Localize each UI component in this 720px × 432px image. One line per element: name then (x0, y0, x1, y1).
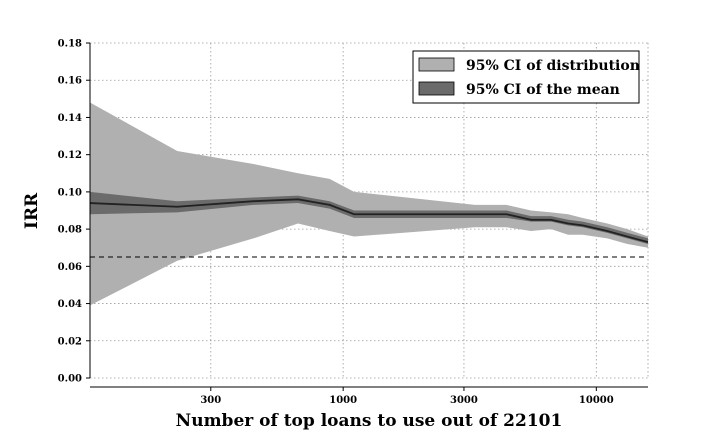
band-mean-ci (90, 191, 648, 244)
x-tick-label: 300 (200, 395, 221, 406)
y-tick-label: 0.14 (58, 113, 82, 124)
y-tick-label: 0.00 (58, 374, 82, 385)
legend-swatch-distribution (418, 57, 455, 72)
y-tick-label: 0.18 (58, 39, 82, 50)
y-tick-label: 0.12 (58, 150, 82, 161)
y-tick-label: 0.08 (58, 225, 82, 236)
x-tick-label: 1000 (329, 395, 357, 406)
y-tick-labels: 0.00 0.02 0.04 0.06 0.08 0.10 0.12 0.14 0.16 0.18 (58, 39, 90, 385)
mean-line (89, 198, 649, 244)
y-tick-label: 0.10 (58, 187, 82, 198)
y-tick-label: 0.06 (58, 262, 82, 273)
mean-irr-line (89, 198, 649, 244)
legend-swatch-mean (418, 81, 455, 96)
band-distribution-ci (90, 102, 648, 306)
x-tick-label: 10000 (579, 395, 614, 406)
legend-label-mean: 95% CI of the mean (466, 82, 620, 98)
y-axis-label: IRR (22, 192, 42, 229)
x-tick-label: 3000 (450, 395, 478, 406)
x-tick-labels: 300 1000 3000 10000 (200, 387, 614, 406)
y-tick-label: 0.16 (58, 76, 82, 87)
legend: 95% CI of distribution 95% CI of the mea… (412, 50, 640, 104)
y-tick-label: 0.02 (58, 336, 82, 347)
y-tick-label: 0.04 (58, 299, 82, 310)
legend-label-distribution: 95% CI of distribution (466, 58, 640, 74)
x-axis-label: Number of top loans to use out of 22101 (176, 411, 563, 431)
axes (89, 43, 648, 388)
confidence-bands (90, 102, 648, 306)
